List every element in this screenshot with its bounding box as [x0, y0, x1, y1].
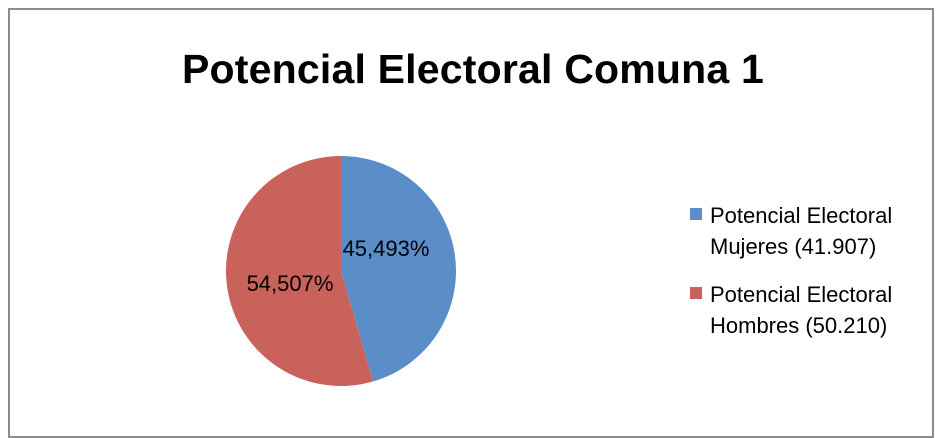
legend-label-mujeres-line2: Mujeres (41.907) [710, 234, 877, 259]
pie-label-hombres: 54,507% [247, 271, 334, 296]
legend-label-hombres-line2: Hombres (50.210) [710, 313, 888, 338]
pie-label-mujeres: 45,493% [343, 236, 430, 261]
legend-item-hombres: Potencial Electoral Hombres (50.210) [690, 279, 930, 341]
legend: Potencial Electoral Mujeres (41.907) Pot… [690, 200, 930, 358]
legend-label-mujeres-line1: Potencial Electoral [710, 203, 893, 228]
legend-label-hombres-line1: Potencial Electoral [710, 282, 893, 307]
pie-slice-mujeres [341, 156, 456, 382]
chart-title: Potencial Electoral Comuna 1 [181, 46, 765, 92]
legend-swatch-hombres [690, 287, 702, 299]
pie-slice-hombres [225, 156, 374, 387]
chart-frame [8, 8, 934, 438]
legend-swatch-mujeres [690, 208, 702, 220]
legend-item-mujeres: Potencial Electoral Mujeres (41.907) [690, 200, 930, 262]
